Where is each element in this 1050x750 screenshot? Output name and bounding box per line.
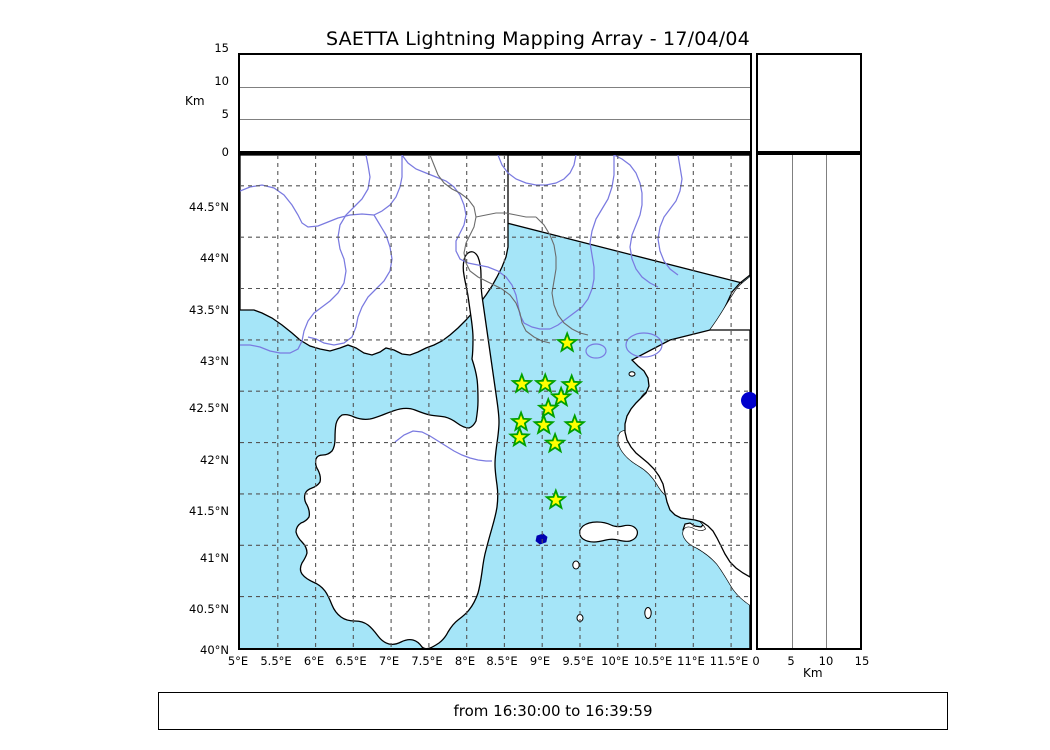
map-panel[interactable] — [238, 153, 752, 650]
map-xtick-8: 8°E — [454, 654, 476, 668]
islet-small-north — [628, 371, 636, 377]
map-ytick-44: 44°N — [200, 251, 229, 265]
map-ytick-43: 43°N — [200, 354, 229, 368]
top-panel-ytick-0: 0 — [221, 145, 229, 159]
islet-montecristo — [644, 607, 652, 619]
map-ytick-40.5: 40.5°N — [189, 602, 229, 616]
coastline-corsica — [295, 251, 500, 648]
admin-borders-layer — [429, 155, 589, 344]
title-text: SAETTA Lightning Mapping Array - 17/04/0… — [326, 28, 750, 50]
map-xtick-11.5: 11.5°E — [709, 654, 749, 668]
lma-station-marker[interactable] — [563, 413, 587, 435]
map-xtick-10: 10°E — [601, 654, 629, 668]
right-height-panel — [756, 153, 862, 650]
lake-tuscany — [535, 533, 548, 545]
map-xtick-6.5: 6.5°E — [335, 654, 367, 668]
map-ytick-40: 40°N — [200, 643, 229, 657]
map-xtick-6: 6°E — [303, 654, 325, 668]
right-panel-gridline-5 — [791, 155, 793, 648]
lma-station-marker[interactable] — [549, 385, 573, 408]
map-xtick-9: 9°E — [529, 654, 551, 668]
right-panel-xtick-5: 5 — [787, 654, 795, 668]
lma-station-marker[interactable] — [536, 396, 560, 419]
map-ytick-44.5: 44.5°N — [189, 200, 229, 214]
right-panel-axis-label: Km — [803, 666, 823, 680]
page-title: SAETTA Lightning Mapping Array - 17/04/0… — [0, 28, 1050, 50]
islet-capraia — [572, 560, 580, 570]
coastline-elba — [579, 521, 638, 543]
right-panel-inner — [758, 155, 860, 648]
map-xtick-10.5: 10.5°E — [633, 654, 673, 668]
top-panel-inner — [240, 55, 750, 151]
map-inner — [240, 155, 750, 648]
top-panel-ytick-10: 10 — [214, 74, 229, 88]
map-xtick-11: 11°E — [677, 654, 705, 668]
lma-station-marker[interactable] — [510, 371, 534, 394]
top-panel-ytick-5: 5 — [221, 107, 229, 121]
lma-station-marker[interactable] — [543, 431, 567, 454]
map-xtick-5.5: 5.5°E — [260, 654, 292, 668]
top-height-panel — [238, 53, 752, 153]
top-panel-ytick-15: 15 — [214, 41, 229, 55]
right-panel-xtick-0: 0 — [752, 654, 760, 668]
corner-panel — [756, 53, 862, 153]
lma-stations-layer[interactable] — [508, 330, 587, 510]
map-ytick-42: 42°N — [200, 453, 229, 467]
lma-station-marker[interactable] — [544, 488, 568, 510]
lma-station-marker[interactable] — [508, 425, 532, 448]
lma-station-marker[interactable] — [560, 373, 584, 395]
map-xtick-5: 5°E — [227, 654, 249, 668]
map-xtick-7: 7°E — [378, 654, 400, 668]
map-gridlines — [240, 155, 750, 648]
lma-station-marker[interactable] — [533, 371, 557, 394]
map-ytick-42.5: 42.5°N — [189, 401, 229, 415]
top-panel-gridline-5 — [240, 118, 750, 120]
right-panel-gridline-10 — [825, 155, 827, 648]
map-xtick-9.5: 9.5°E — [562, 654, 594, 668]
map-ytick-43.5: 43.5°N — [189, 303, 229, 317]
map-ytick-41: 41°N — [200, 551, 229, 565]
map-xtick-8.5: 8.5°E — [486, 654, 518, 668]
top-panel-axis-label: Km — [185, 94, 205, 108]
right-panel-xtick-15: 15 — [854, 654, 870, 668]
map-ytick-41.5: 41.5°N — [189, 504, 229, 518]
lightning-source-marker[interactable] — [741, 392, 758, 409]
lma-station-marker[interactable] — [555, 330, 579, 353]
right-panel-xtick-10: 10 — [818, 654, 834, 668]
time-range-status-box: from 16:30:00 to 16:39:59 — [158, 692, 948, 730]
top-panel-gridline-10 — [240, 86, 750, 88]
map-xtick-7.5: 7.5°E — [411, 654, 443, 668]
lma-station-marker[interactable] — [509, 409, 533, 432]
map-geography — [240, 155, 750, 648]
time-range-text: from 16:30:00 to 16:39:59 — [453, 702, 653, 720]
lma-station-marker[interactable] — [532, 413, 556, 435]
